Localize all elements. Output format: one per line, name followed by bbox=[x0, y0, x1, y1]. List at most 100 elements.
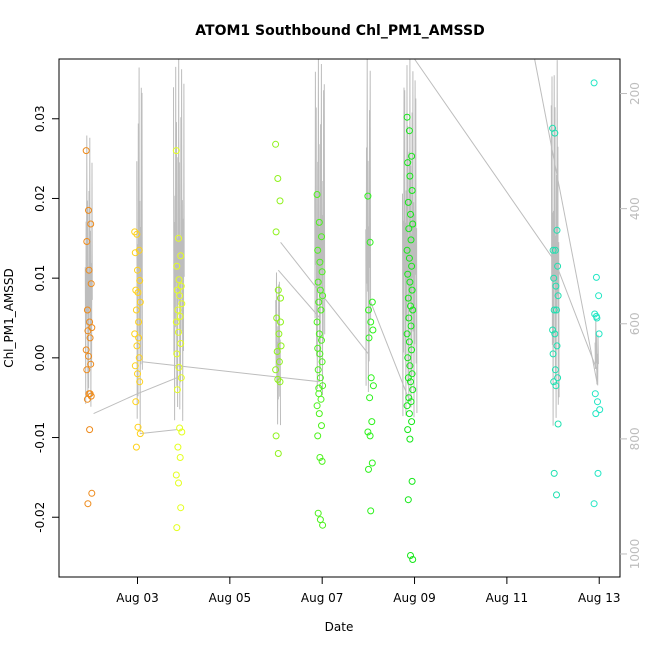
data-point bbox=[318, 457, 326, 465]
data-point bbox=[406, 172, 414, 180]
trace-lines bbox=[84, 58, 599, 435]
data-point bbox=[274, 450, 282, 457]
data-point bbox=[408, 152, 416, 160]
data-point bbox=[133, 342, 141, 350]
data-point bbox=[403, 402, 411, 410]
data-point bbox=[405, 394, 413, 402]
data-point bbox=[551, 246, 559, 254]
data-point bbox=[135, 334, 143, 342]
data-point bbox=[409, 386, 417, 394]
data-point bbox=[407, 398, 415, 406]
y2-tick-label: 200 bbox=[628, 82, 642, 105]
data-point bbox=[405, 410, 413, 418]
data-point bbox=[315, 410, 323, 418]
data-point bbox=[369, 326, 377, 334]
trace-line bbox=[173, 58, 185, 421]
data-point bbox=[82, 346, 90, 354]
data-point bbox=[175, 328, 182, 336]
data-point bbox=[133, 230, 141, 238]
data-point bbox=[594, 469, 602, 477]
data-point bbox=[366, 238, 374, 246]
data-point bbox=[407, 322, 415, 330]
data-point bbox=[131, 362, 139, 370]
data-point bbox=[175, 363, 183, 371]
data-point bbox=[405, 338, 413, 346]
data-point bbox=[596, 406, 604, 414]
data-point bbox=[178, 300, 186, 308]
x-tick-label: Aug 05 bbox=[209, 591, 252, 605]
data-point bbox=[550, 378, 558, 386]
y-tick-label: 0.03 bbox=[33, 105, 47, 132]
data-point bbox=[403, 113, 411, 121]
trace-line bbox=[365, 59, 372, 393]
data-point bbox=[135, 354, 143, 362]
data-point bbox=[367, 507, 375, 515]
data-point bbox=[83, 395, 91, 403]
data-point bbox=[136, 277, 144, 284]
data-point bbox=[134, 266, 141, 274]
data-point bbox=[82, 147, 90, 155]
data-point bbox=[406, 362, 414, 370]
y-axis: -0.02 -0.01 0.00 0.01 0.02 0.03 bbox=[33, 105, 59, 533]
data-point bbox=[315, 384, 323, 392]
data-point bbox=[551, 366, 559, 374]
data-point bbox=[175, 234, 182, 242]
data-point bbox=[404, 354, 412, 362]
data-point bbox=[407, 302, 414, 310]
data-point bbox=[318, 336, 325, 344]
data-point bbox=[136, 378, 144, 386]
data-point bbox=[87, 220, 95, 228]
data-point bbox=[550, 274, 558, 282]
data-point bbox=[85, 206, 92, 214]
data-point bbox=[549, 350, 557, 358]
data-point bbox=[276, 378, 284, 386]
data-point bbox=[550, 469, 558, 477]
data-point bbox=[409, 220, 417, 228]
x-tick-label: Aug 13 bbox=[578, 591, 621, 605]
data-point bbox=[83, 238, 91, 245]
data-point bbox=[316, 454, 324, 461]
trace-line bbox=[402, 59, 418, 418]
data-point bbox=[318, 358, 326, 366]
data-point bbox=[550, 306, 558, 314]
data-point bbox=[313, 402, 321, 410]
data-point bbox=[554, 262, 562, 270]
x-tick-label: Aug 09 bbox=[393, 591, 436, 605]
data-point bbox=[273, 348, 281, 355]
data-point bbox=[368, 459, 376, 467]
data-point bbox=[173, 524, 181, 532]
data-point bbox=[131, 228, 139, 236]
data-point bbox=[317, 395, 325, 403]
data-point bbox=[178, 428, 186, 436]
data-point bbox=[592, 273, 600, 281]
data-point bbox=[134, 370, 141, 378]
data-point bbox=[175, 479, 182, 487]
trace-line bbox=[93, 377, 177, 415]
data-point bbox=[405, 314, 413, 322]
data-point bbox=[136, 430, 144, 438]
y-tick-label: -0.01 bbox=[33, 422, 47, 453]
data-point bbox=[404, 496, 412, 504]
data-point bbox=[594, 398, 601, 406]
data-point bbox=[408, 262, 416, 270]
data-point bbox=[553, 342, 561, 350]
data-point bbox=[132, 286, 140, 294]
data-point bbox=[172, 318, 180, 326]
y-tick-label: -0.02 bbox=[33, 502, 47, 533]
data-points bbox=[82, 79, 604, 563]
data-point bbox=[177, 252, 185, 260]
data-point bbox=[174, 443, 182, 451]
data-point bbox=[595, 330, 603, 338]
y-tick-label: 0.01 bbox=[33, 265, 47, 292]
data-point bbox=[551, 330, 559, 338]
y2-tick-label: 600 bbox=[628, 312, 642, 335]
data-point bbox=[409, 556, 417, 563]
data-point bbox=[319, 382, 327, 390]
data-point bbox=[316, 350, 324, 358]
data-point bbox=[313, 318, 321, 326]
plot-frame bbox=[58, 58, 621, 578]
data-point bbox=[408, 187, 416, 194]
trace-line bbox=[314, 59, 326, 396]
data-point bbox=[316, 374, 324, 382]
data-point bbox=[403, 246, 411, 254]
